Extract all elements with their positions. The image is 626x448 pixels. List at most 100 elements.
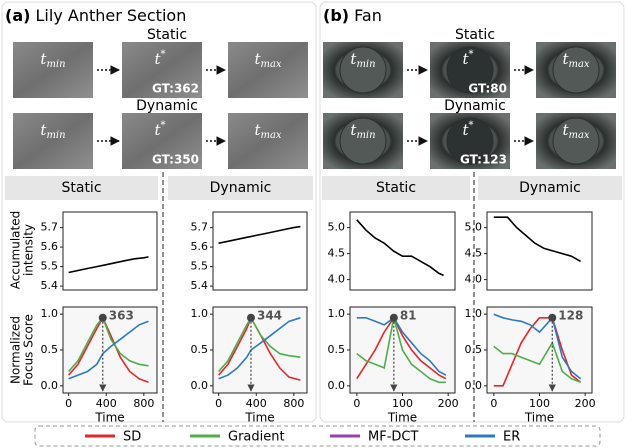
x-axis-label: Time xyxy=(244,411,274,425)
fan-hub xyxy=(552,117,600,165)
frame-label-main: t xyxy=(40,121,47,139)
x-axis-label: Time xyxy=(94,411,124,425)
data-line xyxy=(356,317,446,384)
panel-name: Lily Anther Section xyxy=(36,6,187,25)
x-tick-label: 100 xyxy=(392,397,413,410)
frame-label: t* xyxy=(154,49,165,69)
y-tick-label: 5.4 xyxy=(191,279,209,292)
column-title: Static xyxy=(61,180,101,196)
data-line xyxy=(356,316,447,380)
frame-label: tmax xyxy=(254,121,281,141)
y-tick-label: 4.5 xyxy=(328,247,346,260)
x-tick-label: 0 xyxy=(490,397,497,410)
peak-marker xyxy=(548,313,557,322)
x-tick-label: 200 xyxy=(438,397,459,410)
fan-hub xyxy=(339,46,387,94)
column-title: Dynamic xyxy=(210,180,272,196)
x-tick-label: 200 xyxy=(575,397,596,410)
peak-marker xyxy=(98,313,107,322)
frame-label-main: t xyxy=(350,50,357,68)
image xyxy=(122,113,202,169)
image xyxy=(228,42,308,98)
row-label: Static xyxy=(147,27,187,43)
column-header xyxy=(5,176,158,200)
panel-title: (b) Fan xyxy=(323,6,382,25)
legend-label: MF-DCT xyxy=(368,430,418,445)
frame-label-sup: * xyxy=(161,120,166,131)
column-header xyxy=(168,176,313,200)
frame-label-main: t xyxy=(562,50,569,68)
frame-label-main: t xyxy=(462,50,469,68)
frame-label: tmin xyxy=(350,121,375,141)
y-tick-label: 5.5 xyxy=(41,260,59,273)
y-tick-label: 5.6 xyxy=(191,240,209,253)
data-line xyxy=(493,340,581,384)
frame-label-sub: max xyxy=(568,59,589,70)
data-line xyxy=(68,320,149,380)
frame-label-sub: max xyxy=(260,130,281,141)
column-title: Dynamic xyxy=(519,180,581,196)
legend-label: Gradient xyxy=(228,430,285,445)
y-axis-label: Focus Score xyxy=(22,314,36,386)
frame-label-main: t xyxy=(40,50,47,68)
y-tick-label: 1.0 xyxy=(328,307,346,320)
frame-label: tmax xyxy=(562,50,589,70)
data-line xyxy=(493,317,582,387)
x-tick-label: 0 xyxy=(353,397,360,410)
data-line xyxy=(356,316,447,376)
y-tick-label: 5.0 xyxy=(465,221,483,234)
frame-label-sub: max xyxy=(568,130,589,141)
frame-label-sup: * xyxy=(161,49,166,60)
y-tick-label: 0.0 xyxy=(41,379,59,392)
x-tick-label: 800 xyxy=(283,397,304,410)
image xyxy=(13,42,93,98)
y-tick-label: 5.7 xyxy=(41,221,59,234)
frame-label-sup: * xyxy=(469,49,474,60)
row-label: Dynamic xyxy=(444,98,506,114)
data-line xyxy=(217,316,301,373)
y-tick-label: 4.0 xyxy=(465,273,483,286)
y-tick-label: 5.6 xyxy=(41,240,59,253)
panel-frame xyxy=(319,1,625,423)
fan-hub xyxy=(446,117,494,165)
peak-marker xyxy=(246,313,255,322)
row-label: Dynamic xyxy=(136,98,198,114)
ground-truth: GT:123 xyxy=(460,153,507,167)
ground-truth: GT:80 xyxy=(468,82,507,96)
ground-truth: GT:350 xyxy=(152,153,199,167)
frame-label-main: t xyxy=(462,121,469,139)
plot-area xyxy=(62,211,158,291)
frame-label: tmin xyxy=(40,50,65,70)
frame-label: tmin xyxy=(40,121,65,141)
y-axis-label: Normalized xyxy=(9,316,23,384)
plot-area xyxy=(349,211,456,291)
x-tick-label: 0 xyxy=(65,397,72,410)
panel-frame xyxy=(1,1,317,423)
column-title: Static xyxy=(376,180,416,196)
x-tick-label: 0 xyxy=(215,397,222,410)
row-label: Static xyxy=(455,27,495,43)
x-tick-label: 800 xyxy=(133,397,154,410)
legend-label: SD xyxy=(123,430,141,445)
panel-title: (a) Lily Anther Section xyxy=(5,6,186,25)
image xyxy=(228,113,308,169)
y-axis-label: Accumulated xyxy=(9,211,23,290)
x-tick-label: 400 xyxy=(96,397,117,410)
column-header xyxy=(322,176,470,200)
data-line xyxy=(218,225,301,244)
panel-label: (a) xyxy=(5,6,30,25)
x-tick-label: 100 xyxy=(529,397,550,410)
image xyxy=(122,42,202,98)
panel-label: (b) xyxy=(323,6,349,25)
frame-label-sub: min xyxy=(356,130,375,141)
y-tick-label: 5.4 xyxy=(41,279,59,292)
x-tick-label: 400 xyxy=(246,397,267,410)
y-tick-label: 5.5 xyxy=(191,260,209,273)
x-axis-label: Time xyxy=(524,411,554,425)
peak-label: 81 xyxy=(400,308,417,322)
y-tick-label: 1.0 xyxy=(41,307,59,320)
y-tick-label: 1.0 xyxy=(465,307,483,320)
data-line xyxy=(493,216,581,263)
y-tick-label: 0.0 xyxy=(191,379,209,392)
column-header xyxy=(478,176,622,200)
